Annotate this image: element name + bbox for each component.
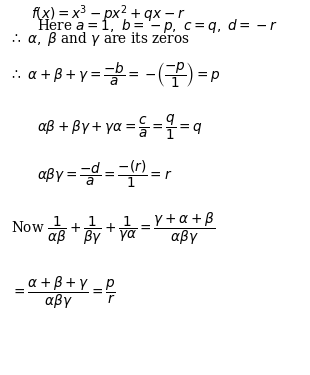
- Text: $\therefore\ \alpha,\ \beta$ and $\gamma$ are its zeros: $\therefore\ \alpha,\ \beta$ and $\gamma…: [9, 30, 190, 48]
- Text: Here $a = 1,\ b = -p,\ c = q,\ d = -r$: Here $a = 1,\ b = -p,\ c = q,\ d = -r$: [37, 17, 278, 35]
- Text: Now $\dfrac{1}{\alpha\beta} + \dfrac{1}{\beta\gamma} + \dfrac{1}{\gamma\alpha} =: Now $\dfrac{1}{\alpha\beta} + \dfrac{1}{…: [11, 211, 215, 247]
- Text: $\alpha\beta\gamma = \dfrac{-d}{a} = \dfrac{-(r)}{1} = r$: $\alpha\beta\gamma = \dfrac{-d}{a} = \df…: [37, 159, 173, 190]
- Text: $f(x) = x^3 - px^2 + qx - r$: $f(x) = x^3 - px^2 + qx - r$: [31, 3, 185, 25]
- Text: $\therefore\ \alpha + \beta + \gamma = \dfrac{-b}{a} = -\!\left(\dfrac{-p}{1}\ri: $\therefore\ \alpha + \beta + \gamma = \…: [9, 60, 221, 90]
- Text: $\alpha\beta + \beta\gamma + \gamma\alpha = \dfrac{c}{a} = \dfrac{q}{1} = q$: $\alpha\beta + \beta\gamma + \gamma\alph…: [37, 113, 203, 142]
- Text: $= \dfrac{\alpha + \beta + \gamma}{\alpha\beta\gamma} = \dfrac{p}{r}$: $= \dfrac{\alpha + \beta + \gamma}{\alph…: [11, 275, 116, 311]
